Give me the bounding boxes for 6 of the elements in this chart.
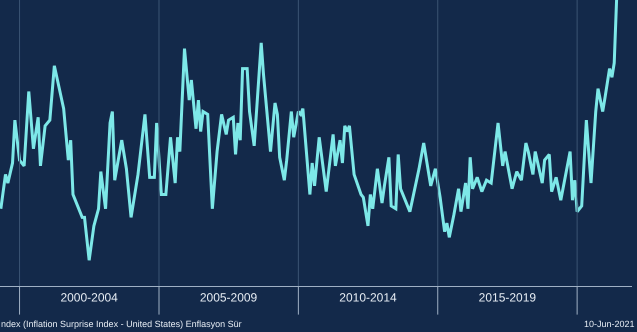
- x-tick-label: 2010-2014: [339, 290, 397, 304]
- x-tick-label: 2005-2009: [200, 290, 258, 304]
- x-tick-label: 2000-2004: [60, 290, 118, 304]
- text: 10-Jun-2021: [584, 319, 635, 329]
- x-tick-label: 2015-2019: [478, 290, 536, 304]
- text: ndex (Inflation Surprise Index - United States) Enflasyon Sür: [1, 319, 242, 329]
